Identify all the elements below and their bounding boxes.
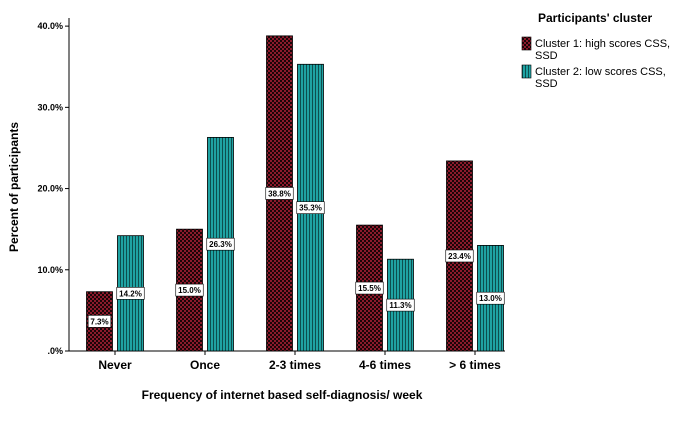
- data-label-box: [116, 287, 145, 300]
- data-label-box: [355, 281, 384, 295]
- plot-area: .0% 10.0% 20.0% 30.0% 40.0% 7.3% 14.2% Never 15.…: [37, 18, 505, 372]
- data-label-box: [265, 187, 294, 200]
- legend-swatch-series2: [521, 64, 532, 79]
- legend-label-series2: Cluster 2: low scores CSS,: [535, 66, 666, 78]
- data-label: 23.4%: [448, 252, 471, 261]
- data-label-box: [87, 315, 112, 328]
- data-label: 13.0%: [479, 294, 502, 303]
- y-tick-label: 20.0%: [37, 184, 63, 194]
- legend-label-series2: SSD: [535, 78, 558, 90]
- data-label: 35.3%: [299, 204, 322, 213]
- legend-label-series1: Cluster 1: high scores CSS,: [535, 38, 670, 50]
- x-tick-label: Never: [98, 358, 132, 372]
- x-tick-label: > 6 times: [449, 358, 501, 372]
- data-label-box: [445, 249, 474, 263]
- legend-title: Participants' cluster: [538, 11, 653, 25]
- x-tick-label: 4-6 times: [359, 358, 411, 372]
- legend-label-series1: SSD: [535, 50, 558, 62]
- y-axis-title: Percent of participants: [7, 122, 21, 252]
- data-label-box: [296, 201, 325, 214]
- data-label-box: [175, 283, 204, 297]
- data-label-box: [206, 237, 235, 251]
- data-label: 38.8%: [268, 189, 291, 198]
- x-tick-label: Once: [190, 358, 220, 372]
- y-tick-label: .0%: [47, 346, 63, 356]
- data-label-box: [386, 298, 415, 312]
- x-tick-label: 2-3 times: [269, 358, 321, 372]
- data-label: 15.0%: [178, 286, 201, 295]
- y-tick-label: 10.0%: [37, 265, 63, 275]
- data-label-box: [476, 291, 505, 305]
- legend-swatch-series1: [521, 36, 532, 51]
- data-label: 11.3%: [389, 301, 411, 310]
- legend: Participants' cluster Cluster 1: high sc…: [521, 11, 670, 90]
- x-axis-title: Frequency of internet based self-diagnos…: [142, 388, 423, 402]
- y-tick-label: 30.0%: [37, 102, 63, 112]
- data-label: 15.5%: [358, 284, 381, 293]
- data-label: 14.2%: [119, 289, 142, 298]
- data-label: 7.3%: [90, 317, 108, 326]
- data-label: 26.3%: [209, 240, 232, 249]
- y-tick-label: 40.0%: [37, 21, 63, 31]
